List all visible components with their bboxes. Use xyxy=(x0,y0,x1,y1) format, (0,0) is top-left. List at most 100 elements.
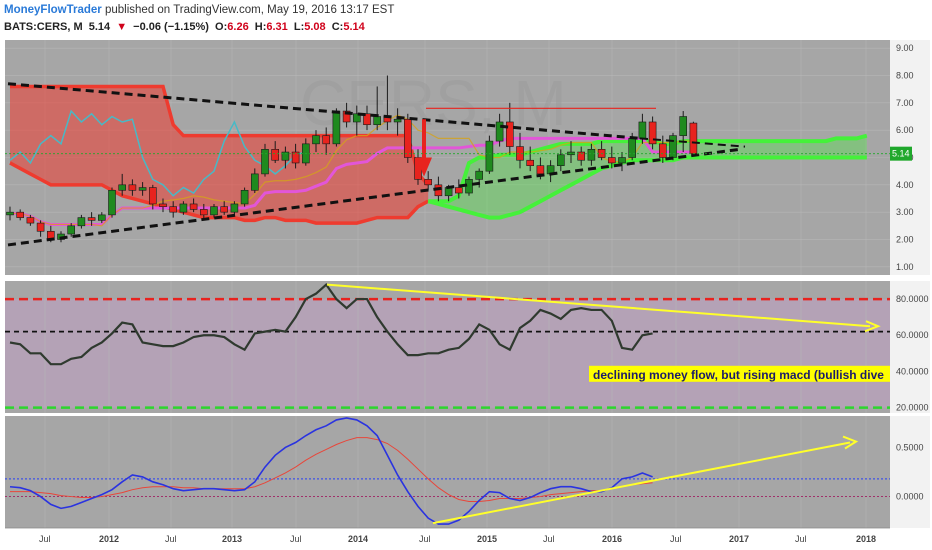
open-value: 6.26 xyxy=(227,21,249,33)
candle-body xyxy=(6,211,14,216)
candle-body xyxy=(648,121,657,145)
price-tick-label: 6.00 xyxy=(896,125,914,135)
time-axis-label: 2018 xyxy=(856,534,876,544)
ohlc-line: BATS:CERS, M 5.14 ▼ −0.06 (−1.15%) O:6.2… xyxy=(4,21,368,33)
time-axis-label: Jul xyxy=(670,534,682,544)
candle-body xyxy=(516,146,524,161)
candle-body xyxy=(240,189,249,205)
axis-bg-1 xyxy=(890,281,930,413)
candle-body xyxy=(118,184,126,191)
time-axis-label: Jul xyxy=(795,534,807,544)
candle-body xyxy=(454,187,463,194)
candle-body xyxy=(26,217,35,224)
time-axis-label: Jul xyxy=(165,534,177,544)
candle-body xyxy=(220,206,228,213)
low-value: 5.08 xyxy=(304,21,326,33)
candle-body xyxy=(587,149,596,161)
macd-line xyxy=(9,417,653,525)
candle-body xyxy=(669,135,677,158)
time-axis-label: 2017 xyxy=(729,534,749,544)
candle-body xyxy=(393,118,402,123)
candle-body xyxy=(475,170,484,180)
price-tick-label: 3.00 xyxy=(896,207,914,217)
annotation-bg xyxy=(589,365,890,382)
candle-body xyxy=(189,203,198,210)
published-text: published on TradingView.com, May 19, 20… xyxy=(104,4,395,16)
candle-body xyxy=(159,203,167,207)
candle-body xyxy=(352,113,361,123)
price-tick-label: 1.00 xyxy=(896,262,914,272)
close-label: C: xyxy=(331,21,344,33)
symbol-label[interactable]: BATS:CERS, M xyxy=(4,21,83,33)
candle-body xyxy=(485,140,494,172)
low-label: L: xyxy=(293,21,305,33)
candle-body xyxy=(607,157,616,164)
candle-body xyxy=(495,121,504,142)
high-value: 6.31 xyxy=(266,21,288,33)
publish-line: MoneyFlowTrader published on TradingView… xyxy=(4,4,394,16)
candle-body xyxy=(271,149,280,161)
high-label: H: xyxy=(254,21,267,33)
candle-body xyxy=(200,209,208,216)
open-label: O: xyxy=(215,21,228,33)
candle-body xyxy=(128,184,137,191)
marker-arrow-head xyxy=(416,157,432,177)
candle-body xyxy=(577,151,586,161)
mf-tick-label: 80.0000 xyxy=(896,294,929,304)
macd-tick-label: 0.5000 xyxy=(896,442,924,452)
price-tick-label: 4.00 xyxy=(896,180,914,190)
time-axis-label: 2012 xyxy=(99,534,119,544)
time-axis-label: 2016 xyxy=(602,534,622,544)
candle-body xyxy=(169,206,177,213)
macd-tick-label: 0.0000 xyxy=(896,492,924,502)
price-change: −0.06 (−1.15%) xyxy=(133,21,209,33)
candle-body xyxy=(658,143,667,158)
time-axis-label: 2013 xyxy=(222,534,242,544)
macd-divergence-arrowhead xyxy=(842,435,859,450)
candle-body xyxy=(618,157,626,164)
mf-divergence-line xyxy=(326,283,871,328)
last-price-label: 5.14 xyxy=(892,149,910,159)
candle-body xyxy=(16,211,25,218)
trendline-upper xyxy=(7,82,641,140)
price-tick-label: 2.00 xyxy=(896,234,914,244)
candle-body xyxy=(403,118,412,158)
author-link[interactable]: MoneyFlowTrader xyxy=(4,4,102,16)
candle-body xyxy=(505,121,514,147)
candle-body xyxy=(67,225,75,235)
candle-body xyxy=(251,173,259,191)
mf-line xyxy=(9,282,653,366)
candle-body xyxy=(281,151,290,161)
candle-body xyxy=(87,217,96,221)
macd-panel-bg xyxy=(5,416,890,528)
trendline-lower xyxy=(7,147,741,247)
candle-body xyxy=(36,222,45,232)
candle-body xyxy=(179,203,188,213)
macd-divergence-line xyxy=(432,441,851,525)
kumo-green-upper xyxy=(428,133,868,204)
time-axis-label: Jul xyxy=(419,534,431,544)
candle-body xyxy=(526,159,535,166)
mf-tick-label: 20.0000 xyxy=(896,403,929,413)
time-axis-label: Jul xyxy=(543,534,555,544)
candle-body xyxy=(261,149,269,175)
candle-body xyxy=(628,138,637,158)
candle-body xyxy=(373,116,382,126)
candle-body xyxy=(312,135,320,145)
candle-body xyxy=(679,116,688,136)
candle-body xyxy=(138,187,147,191)
moneyflow-band-fill xyxy=(5,299,890,408)
time-axis-label: Jul xyxy=(39,534,51,544)
candle-body xyxy=(424,179,433,186)
candle-body xyxy=(638,121,647,139)
time-axis-label: 2015 xyxy=(477,534,497,544)
kumo-green-lower xyxy=(427,155,867,220)
candle-body xyxy=(77,217,86,227)
candle-body xyxy=(210,206,218,216)
candle-body xyxy=(291,151,300,164)
time-axis-label: 2014 xyxy=(348,534,368,544)
trendline-extension xyxy=(639,137,746,148)
mf-divergence-arrowhead xyxy=(864,320,881,333)
tenkan-line xyxy=(10,114,694,227)
